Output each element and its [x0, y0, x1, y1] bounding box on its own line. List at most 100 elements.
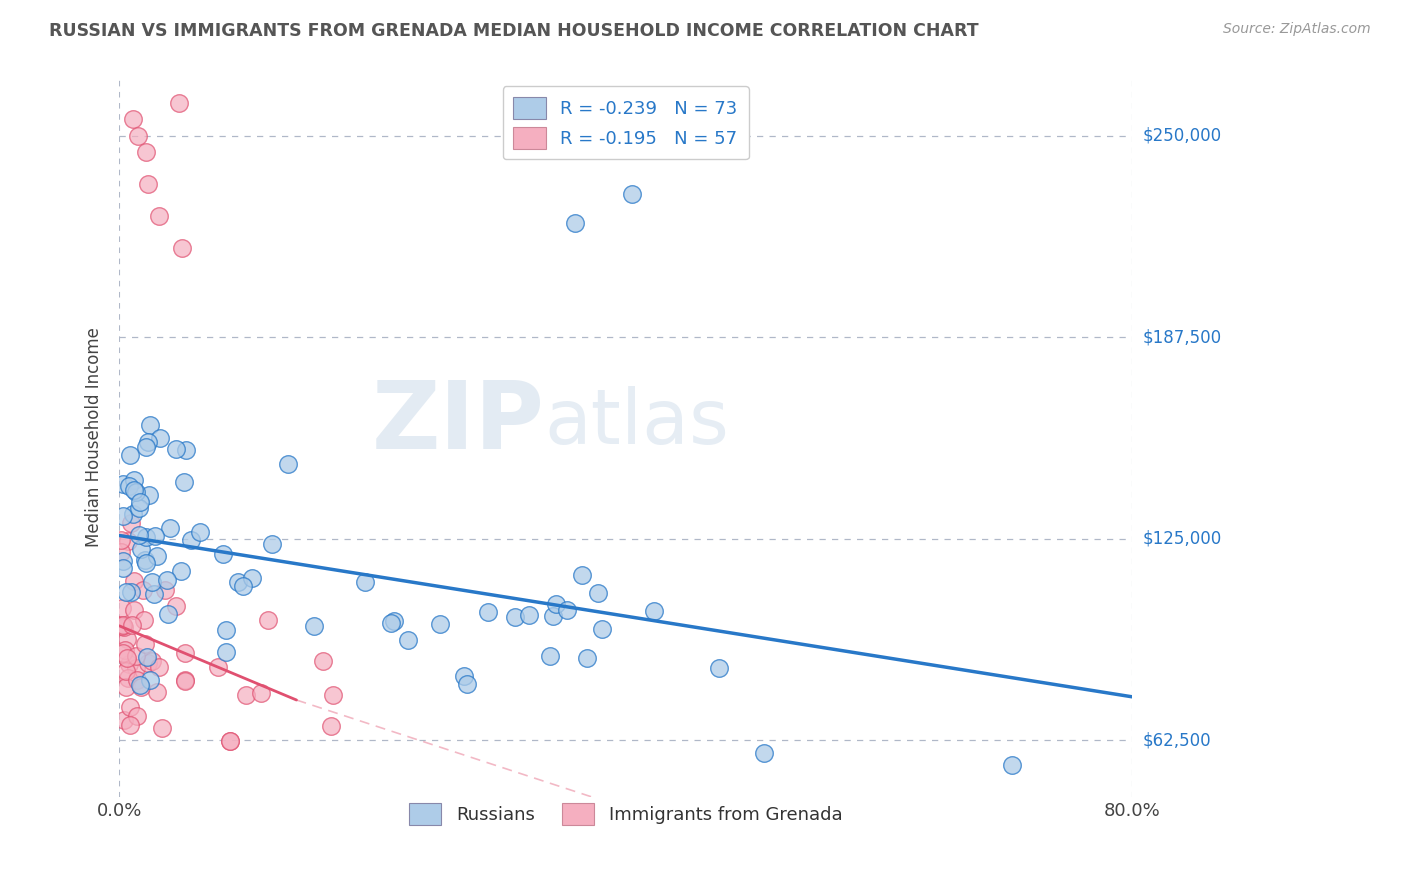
Point	[145, 685, 167, 699]
Point	[112, 561, 135, 575]
Point	[117, 533, 139, 548]
Point	[218, 733, 240, 747]
Point	[136, 650, 159, 665]
Point	[219, 734, 242, 748]
Point	[240, 571, 263, 585]
Text: $250,000: $250,000	[1143, 127, 1222, 145]
Point	[174, 646, 197, 660]
Point	[546, 597, 568, 611]
Point	[110, 533, 132, 548]
Point	[138, 177, 160, 191]
Point	[312, 654, 335, 668]
Point	[453, 668, 475, 682]
Point	[257, 613, 280, 627]
Text: $187,500: $187,500	[1143, 328, 1222, 346]
Point	[159, 521, 181, 535]
Point	[456, 676, 478, 690]
Point	[135, 441, 157, 455]
Point	[118, 479, 141, 493]
Point	[262, 537, 284, 551]
Point	[112, 646, 135, 660]
Point	[128, 501, 150, 516]
Point	[117, 651, 139, 665]
Point	[232, 579, 254, 593]
Point	[214, 624, 236, 638]
Point	[131, 680, 153, 694]
Point	[139, 417, 162, 432]
Point	[125, 485, 148, 500]
Text: $125,000: $125,000	[1143, 530, 1222, 548]
Point	[128, 495, 150, 509]
Point	[188, 525, 211, 540]
Point	[124, 474, 146, 488]
Point	[136, 657, 159, 671]
Point	[136, 435, 159, 450]
Point	[620, 186, 643, 201]
Point	[112, 477, 135, 491]
Point	[396, 633, 419, 648]
Point	[110, 545, 132, 559]
Point	[135, 529, 157, 543]
Point	[148, 659, 170, 673]
Point	[165, 442, 187, 456]
Point	[157, 607, 180, 622]
Point	[153, 583, 176, 598]
Point	[354, 574, 377, 589]
Point	[141, 575, 163, 590]
Point	[382, 615, 405, 629]
Point	[134, 613, 156, 627]
Point	[114, 584, 136, 599]
Point	[125, 661, 148, 675]
Point	[121, 112, 143, 127]
Point	[139, 673, 162, 687]
Point	[576, 651, 599, 665]
Text: Source: ZipAtlas.com: Source: ZipAtlas.com	[1223, 22, 1371, 37]
Point	[142, 587, 165, 601]
Point	[505, 609, 527, 624]
Point	[127, 128, 149, 143]
Point	[477, 605, 499, 619]
Point	[112, 713, 135, 727]
Point	[215, 645, 238, 659]
Point	[120, 584, 142, 599]
Point	[172, 241, 194, 255]
Point	[141, 654, 163, 668]
Point	[111, 619, 134, 633]
Point	[212, 547, 235, 561]
Point	[122, 483, 145, 498]
Point	[586, 586, 609, 600]
Point	[128, 528, 150, 542]
Point	[165, 599, 187, 613]
Point	[125, 673, 148, 687]
Point	[134, 553, 156, 567]
Point	[135, 556, 157, 570]
Point	[115, 632, 138, 647]
Point	[117, 671, 139, 685]
Point	[125, 709, 148, 723]
Point	[111, 600, 134, 615]
Point	[207, 660, 229, 674]
Point	[226, 574, 249, 589]
Point	[277, 457, 299, 471]
Point	[114, 643, 136, 657]
Point	[517, 607, 540, 622]
Point	[643, 604, 665, 618]
Y-axis label: Median Household Income: Median Household Income	[86, 327, 103, 547]
Text: RUSSIAN VS IMMIGRANTS FROM GRENADA MEDIAN HOUSEHOLD INCOME CORRELATION CHART: RUSSIAN VS IMMIGRANTS FROM GRENADA MEDIA…	[49, 22, 979, 40]
Point	[122, 574, 145, 588]
Point	[112, 508, 135, 523]
Point	[118, 657, 141, 672]
Point	[122, 603, 145, 617]
Point	[752, 746, 775, 760]
Point	[571, 568, 593, 582]
Point	[541, 609, 564, 624]
Point	[135, 145, 157, 159]
Point	[176, 442, 198, 457]
Point	[180, 533, 202, 548]
Point	[129, 542, 152, 557]
Point	[132, 583, 155, 598]
Point	[121, 617, 143, 632]
Point	[591, 622, 613, 636]
Point	[170, 564, 193, 578]
Point	[138, 488, 160, 502]
